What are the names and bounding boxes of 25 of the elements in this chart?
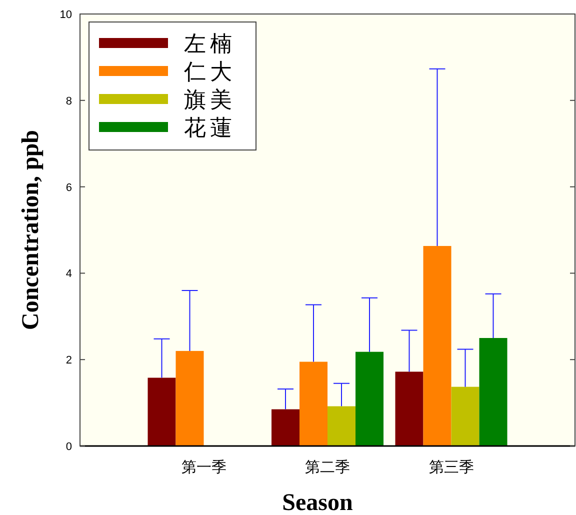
- x-tick-label: 第二季: [305, 459, 350, 476]
- bar: [423, 246, 452, 446]
- bar: [356, 352, 384, 446]
- bar: [148, 378, 176, 446]
- legend-label: 旗美: [184, 87, 236, 112]
- bar: [300, 362, 328, 446]
- y-tick-label: 2: [66, 354, 72, 367]
- legend-label: 花蓮: [184, 115, 236, 140]
- y-tick-label: 6: [66, 182, 72, 194]
- bar: [272, 409, 300, 446]
- legend-label: 左楠: [184, 31, 236, 56]
- bar: [176, 350, 204, 446]
- x-tick-label: 第三季: [428, 459, 474, 476]
- x-axis-title: Season: [282, 490, 353, 515]
- y-tick-label: 4: [66, 268, 72, 280]
- y-axis-title: Concentration, ppb: [18, 130, 44, 330]
- y-tick-label: 0: [66, 441, 72, 453]
- x-tick-label: 第一季: [181, 459, 226, 476]
- y-tick-label: 10: [60, 9, 72, 21]
- bar: [451, 386, 480, 446]
- y-tick-label: 8: [66, 95, 72, 108]
- bar: [395, 372, 424, 446]
- legend-label: 仁大: [183, 59, 236, 84]
- bar: [479, 338, 508, 446]
- bar: [328, 406, 356, 446]
